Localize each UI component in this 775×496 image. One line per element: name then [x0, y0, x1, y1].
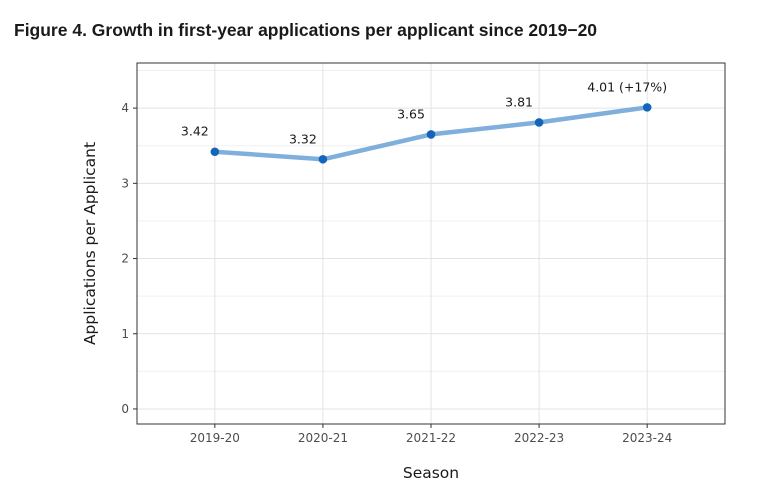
data-label: 3.81	[505, 94, 533, 109]
data-point	[534, 118, 544, 127]
data-label: 4.01 (+17%)	[587, 79, 667, 94]
x-tick-label: 2022-23	[514, 431, 564, 445]
data-label: 3.65	[397, 106, 425, 121]
y-axis-title: Applications per Applicant	[81, 142, 99, 345]
data-label: 3.32	[289, 131, 317, 146]
major-gridlines	[137, 63, 725, 424]
x-axis: 2019-20 2020-21 2021-22 2022-23 2023-24	[190, 424, 672, 445]
data-labels: 3.42 3.32 3.65 3.81 4.01 (+17%)	[181, 79, 667, 146]
data-point	[426, 130, 436, 139]
x-tick-label: 2023-24	[622, 431, 672, 445]
y-axis: 0 1 2 3 4	[121, 101, 137, 416]
data-points	[210, 103, 652, 164]
data-point	[318, 154, 328, 164]
x-tick-label: 2020-21	[298, 431, 348, 445]
x-tick-label: 2019-20	[190, 431, 240, 445]
y-tick-label: 4	[121, 101, 129, 115]
y-tick-label: 1	[121, 327, 129, 341]
data-label: 3.42	[181, 124, 209, 139]
y-tick-label: 2	[121, 252, 129, 266]
y-tick-label: 0	[121, 402, 129, 416]
figure-title: Figure 4. Growth in first-year applicati…	[14, 20, 598, 40]
data-point	[642, 103, 652, 112]
data-point	[210, 147, 220, 157]
x-axis-title: Season	[403, 464, 459, 482]
y-tick-label: 3	[121, 176, 129, 190]
x-tick-label: 2021-22	[406, 431, 456, 445]
